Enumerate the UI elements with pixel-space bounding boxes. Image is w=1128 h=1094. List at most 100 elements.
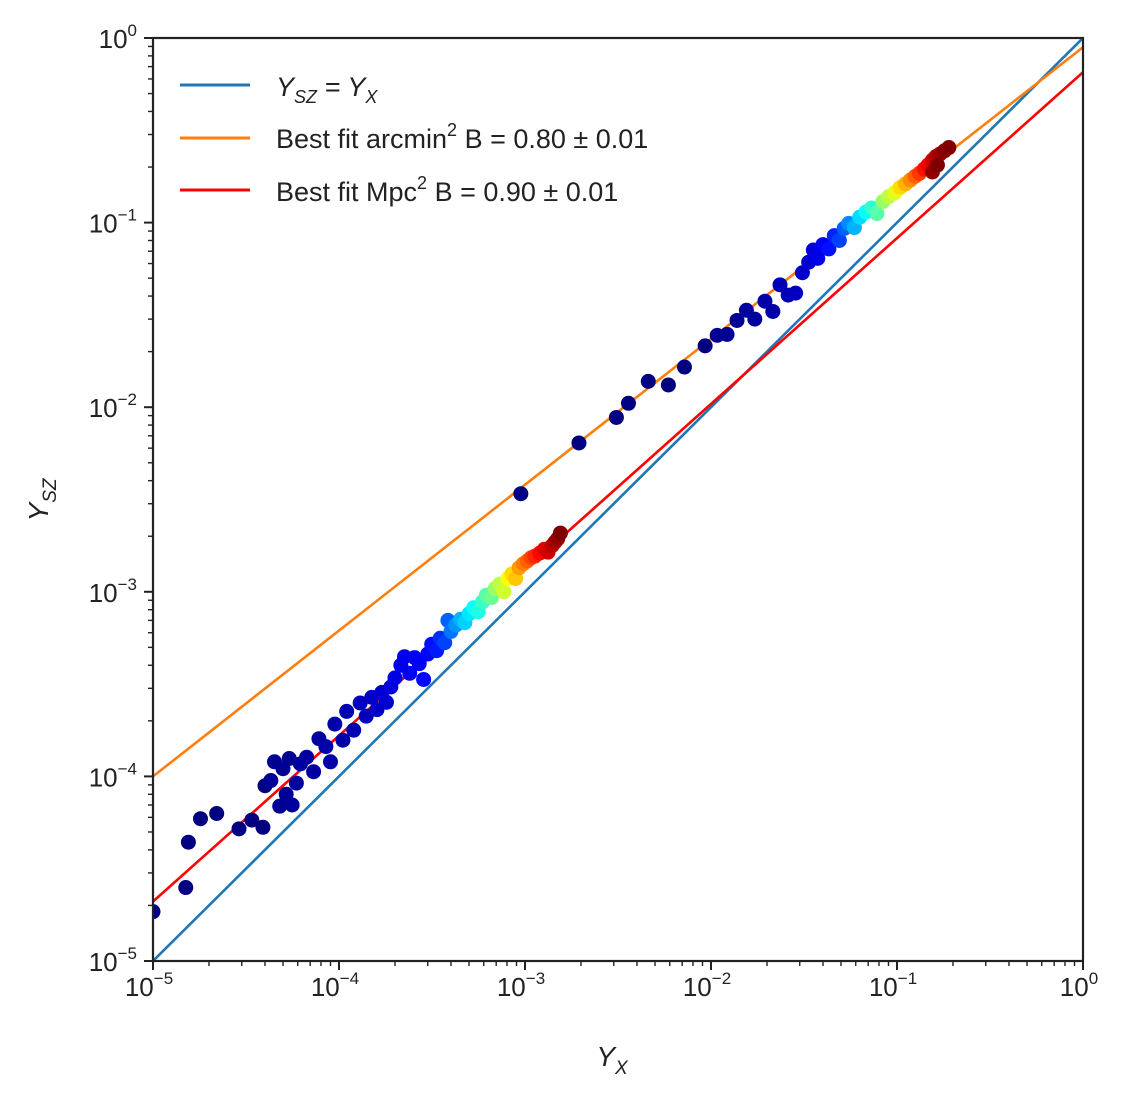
y-tick-label: 10−4 bbox=[89, 759, 137, 792]
scatter-point bbox=[352, 695, 368, 711]
y-tick-base: 10 bbox=[89, 762, 118, 792]
legend-mpc-a: Best fit Mpc bbox=[276, 177, 417, 207]
y-tick-exp: 0 bbox=[128, 21, 137, 40]
scatter-point bbox=[411, 656, 427, 672]
scatter-point bbox=[416, 671, 432, 687]
scatter-point bbox=[192, 811, 208, 827]
x-tick-label: 10−2 bbox=[683, 969, 731, 1002]
y-tick-exp: −4 bbox=[118, 759, 137, 778]
y-tick-base: 10 bbox=[89, 578, 118, 608]
y-tick-label: 10−5 bbox=[89, 944, 137, 977]
y-tick-base: 10 bbox=[89, 393, 118, 423]
scatter-point bbox=[244, 812, 260, 828]
scatter-point bbox=[180, 834, 196, 850]
scatter-point bbox=[306, 764, 322, 780]
scatter-point bbox=[608, 409, 624, 425]
scatter-point bbox=[272, 798, 288, 814]
scatter-point bbox=[299, 749, 315, 765]
legend-arcmin-b: B = 0.80 ± 0.01 bbox=[457, 124, 648, 154]
scatter-point bbox=[318, 739, 334, 755]
scatter-point bbox=[402, 665, 418, 681]
y-tick-label: 10−1 bbox=[89, 206, 137, 239]
scatter-point bbox=[496, 584, 512, 600]
x-tick-label: 10−5 bbox=[125, 969, 173, 1002]
y-axis-label-group: YSZ bbox=[23, 477, 61, 521]
scatter-point bbox=[697, 338, 713, 354]
scatter-point bbox=[552, 525, 568, 541]
y-tick-base: 10 bbox=[89, 947, 118, 977]
scatter-point bbox=[831, 232, 847, 248]
scatter-point bbox=[810, 250, 826, 266]
scatter-point bbox=[178, 880, 194, 896]
y-tick-label: 100 bbox=[99, 21, 137, 54]
legend-yx-main: Y bbox=[276, 72, 296, 102]
x-tick-labels: 10−5 10−4 10−3 10−2 10−1 100 bbox=[125, 969, 1098, 1002]
scatter-point bbox=[284, 797, 300, 813]
y-axis-label-base: Y bbox=[23, 500, 54, 521]
scatter-point bbox=[358, 708, 374, 724]
scatter-point bbox=[719, 326, 735, 342]
y-tick-base: 10 bbox=[99, 24, 128, 54]
fit-line-0 bbox=[153, 38, 1083, 961]
x-tick-base: 10 bbox=[125, 972, 154, 1002]
legend-mpc-b: B = 0.90 ± 0.01 bbox=[427, 177, 618, 207]
scatter-point bbox=[640, 373, 656, 389]
y-tick-exp: −2 bbox=[118, 390, 137, 409]
x-axis-label: YX bbox=[596, 1041, 629, 1079]
legend-label-arcmin: Best fit arcmin2 B = 0.80 ± 0.01 bbox=[276, 120, 648, 154]
scatter-point bbox=[747, 311, 763, 327]
x-axis-label-base: Y bbox=[596, 1041, 617, 1072]
legend: YSZ = YX Best fit arcmin2 B = 0.80 ± 0.0… bbox=[180, 72, 648, 207]
scatter-point bbox=[263, 773, 279, 789]
scatter-point bbox=[378, 694, 394, 710]
scatter-point bbox=[821, 241, 837, 257]
scatter-point bbox=[255, 819, 271, 835]
x-tick-base: 10 bbox=[869, 972, 898, 1002]
legend-label-mpc: Best fit Mpc2 B = 0.90 ± 0.01 bbox=[276, 173, 618, 207]
legend-yx-sub2: X bbox=[364, 87, 378, 107]
x-tick-exp: −5 bbox=[154, 969, 173, 988]
scatter-points bbox=[153, 140, 957, 920]
scatter-point bbox=[929, 157, 945, 173]
scatter-point bbox=[660, 377, 676, 393]
y-tick-base: 10 bbox=[89, 209, 118, 239]
x-tick-label: 10−4 bbox=[311, 969, 359, 1002]
scatter-point bbox=[571, 435, 587, 451]
x-tick-exp: −2 bbox=[712, 969, 731, 988]
legend-arcmin-a: Best fit arcmin bbox=[276, 124, 447, 154]
scatter-point bbox=[322, 754, 338, 770]
x-tick-base: 10 bbox=[683, 972, 712, 1002]
scatter-point bbox=[941, 140, 957, 156]
scatter-point bbox=[339, 703, 355, 719]
legend-mpc-sup: 2 bbox=[417, 173, 427, 193]
x-axis-label-sub: X bbox=[614, 1058, 629, 1079]
x-tick-label: 100 bbox=[1060, 969, 1098, 1002]
legend-label-yx: YSZ = YX bbox=[276, 72, 378, 107]
y-axis-label: YSZ bbox=[23, 477, 61, 521]
scatter-point bbox=[288, 775, 304, 791]
y-tick-label: 10−2 bbox=[89, 390, 137, 423]
scatter-point bbox=[676, 359, 692, 375]
scatter-point bbox=[209, 805, 225, 821]
y-tick-exp: −1 bbox=[118, 206, 137, 225]
legend-yx-sub1: SZ bbox=[294, 87, 318, 107]
scatter-point bbox=[788, 285, 804, 301]
scatter-point bbox=[869, 206, 885, 222]
x-tick-label: 10−3 bbox=[497, 969, 545, 1002]
x-tick-exp: −4 bbox=[340, 969, 359, 988]
scatter-point bbox=[513, 486, 529, 502]
x-tick-label: 10−1 bbox=[869, 969, 917, 1002]
legend-yx-mid: = Y bbox=[317, 72, 367, 102]
x-tick-exp: −1 bbox=[898, 969, 917, 988]
scatter-point bbox=[335, 732, 351, 748]
x-tick-exp: 0 bbox=[1089, 969, 1098, 988]
scatter-point bbox=[620, 395, 636, 411]
legend-arcmin-sup: 2 bbox=[447, 120, 457, 140]
axis-ticks bbox=[144, 37, 1084, 970]
x-tick-base: 10 bbox=[1060, 972, 1089, 1002]
x-tick-exp: −3 bbox=[526, 969, 545, 988]
scatter-point bbox=[346, 722, 362, 738]
x-tick-base: 10 bbox=[497, 972, 526, 1002]
scatter-point bbox=[772, 277, 788, 293]
